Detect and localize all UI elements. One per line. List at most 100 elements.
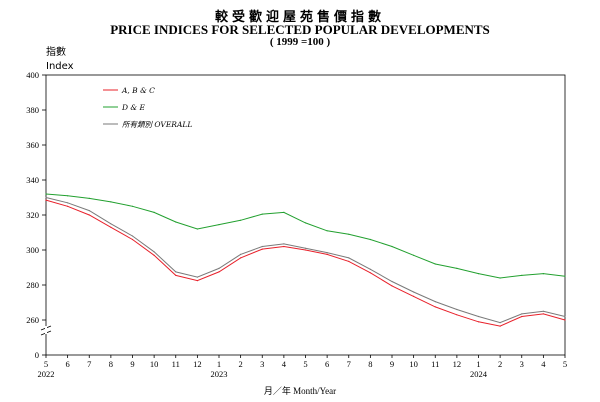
data-point bbox=[67, 205, 69, 207]
x-tick-label: 2 bbox=[498, 359, 502, 369]
data-point bbox=[477, 315, 480, 318]
data-point bbox=[326, 252, 328, 254]
data-point bbox=[456, 314, 458, 316]
plot-area-frame bbox=[45, 74, 566, 356]
data-point bbox=[348, 260, 350, 262]
y-tick-label: 340 bbox=[26, 175, 39, 185]
data-point bbox=[131, 238, 134, 241]
x-tick-label: 5 bbox=[563, 359, 567, 369]
data-point bbox=[175, 274, 177, 276]
data-point bbox=[304, 249, 307, 251]
series-2-group bbox=[45, 196, 566, 324]
data-point bbox=[131, 235, 134, 237]
data-point bbox=[110, 223, 112, 225]
data-point bbox=[391, 285, 393, 287]
data-point bbox=[196, 228, 198, 230]
data-point bbox=[88, 197, 90, 199]
series-line-2 bbox=[45, 197, 566, 324]
data-point bbox=[261, 245, 263, 248]
data-point bbox=[88, 210, 90, 212]
data-point bbox=[261, 213, 263, 215]
y-tick-label: 300 bbox=[26, 245, 39, 255]
chart-subtitle: ( 1999 =100 ) bbox=[269, 36, 331, 48]
x-year-label: 2023 bbox=[211, 369, 228, 379]
x-tick-label: 6 bbox=[325, 359, 329, 369]
y-tick-label: 400 bbox=[26, 70, 39, 80]
x-tick-label: 7 bbox=[87, 359, 91, 369]
x-year-label: 2022 bbox=[38, 369, 55, 379]
data-point bbox=[218, 267, 220, 269]
data-point bbox=[175, 271, 177, 273]
data-point bbox=[542, 310, 545, 312]
data-point bbox=[153, 254, 155, 256]
x-tick-label: 10 bbox=[150, 359, 159, 369]
data-point bbox=[326, 253, 328, 255]
data-point bbox=[348, 233, 350, 235]
data-point bbox=[499, 325, 501, 327]
data-point bbox=[564, 319, 566, 321]
data-point bbox=[261, 248, 263, 250]
y-tick-label: 360 bbox=[26, 140, 39, 150]
series-0-group bbox=[45, 199, 566, 327]
data-point bbox=[477, 273, 480, 275]
data-point bbox=[67, 195, 69, 197]
x-tick-label: 12 bbox=[453, 359, 462, 369]
data-point bbox=[499, 322, 501, 324]
x-tick-label: 11 bbox=[431, 359, 439, 369]
y-tick-label: 260 bbox=[26, 315, 39, 325]
data-point bbox=[153, 251, 155, 253]
data-point bbox=[45, 196, 47, 199]
y-tick-label: 280 bbox=[26, 280, 39, 290]
chart-title-chinese: 較受歡迎屋苑售價指數 bbox=[214, 10, 385, 25]
data-point bbox=[218, 271, 220, 273]
data-point bbox=[434, 301, 436, 303]
y-axis-label: Index bbox=[46, 61, 74, 72]
x-tick-label: 3 bbox=[260, 359, 264, 369]
data-point bbox=[413, 254, 415, 256]
series-1-group bbox=[45, 193, 566, 279]
data-point bbox=[240, 253, 242, 255]
data-point bbox=[283, 243, 285, 245]
y-tick-label: 0 bbox=[35, 350, 39, 360]
data-point bbox=[110, 201, 112, 203]
data-point bbox=[542, 273, 545, 275]
data-point bbox=[196, 280, 198, 282]
data-point bbox=[45, 199, 47, 201]
x-tick-label: 4 bbox=[541, 359, 546, 369]
x-tick-label: 4 bbox=[282, 359, 287, 369]
x-axis-label: 月／年 Month/Year bbox=[264, 385, 336, 396]
chart-title: PRICE INDICES FOR SELECTED POPULAR DEVEL… bbox=[110, 22, 490, 37]
x-tick-label: 11 bbox=[172, 359, 180, 369]
data-point bbox=[369, 272, 371, 274]
data-point bbox=[131, 205, 134, 207]
data-point bbox=[369, 238, 371, 241]
data-point bbox=[240, 257, 242, 259]
x-tick-label: 9 bbox=[130, 359, 134, 369]
data-point bbox=[369, 268, 371, 270]
data-point bbox=[434, 263, 436, 265]
series-line-1 bbox=[45, 193, 566, 279]
x-year-label: 2024 bbox=[470, 369, 488, 379]
data-point bbox=[564, 315, 566, 318]
x-tick-label: 12 bbox=[193, 359, 202, 369]
data-point bbox=[175, 221, 177, 223]
data-point bbox=[304, 247, 307, 249]
data-point bbox=[521, 315, 523, 318]
x-tick-label: 10 bbox=[409, 359, 418, 369]
legend-label-1: D & E bbox=[121, 103, 145, 112]
data-point bbox=[434, 306, 436, 308]
x-tick-label: 3 bbox=[520, 359, 524, 369]
x-tick-label: 8 bbox=[368, 359, 372, 369]
data-point bbox=[456, 267, 458, 269]
data-point bbox=[283, 211, 285, 213]
data-point bbox=[521, 274, 523, 276]
data-point bbox=[326, 230, 328, 232]
data-point bbox=[564, 275, 566, 277]
data-point bbox=[391, 245, 393, 248]
data-point bbox=[196, 276, 198, 278]
data-point bbox=[304, 222, 307, 224]
data-point bbox=[218, 224, 220, 226]
y-tick-label: 320 bbox=[26, 210, 39, 220]
legend-label-0: A, B & C bbox=[121, 86, 155, 95]
